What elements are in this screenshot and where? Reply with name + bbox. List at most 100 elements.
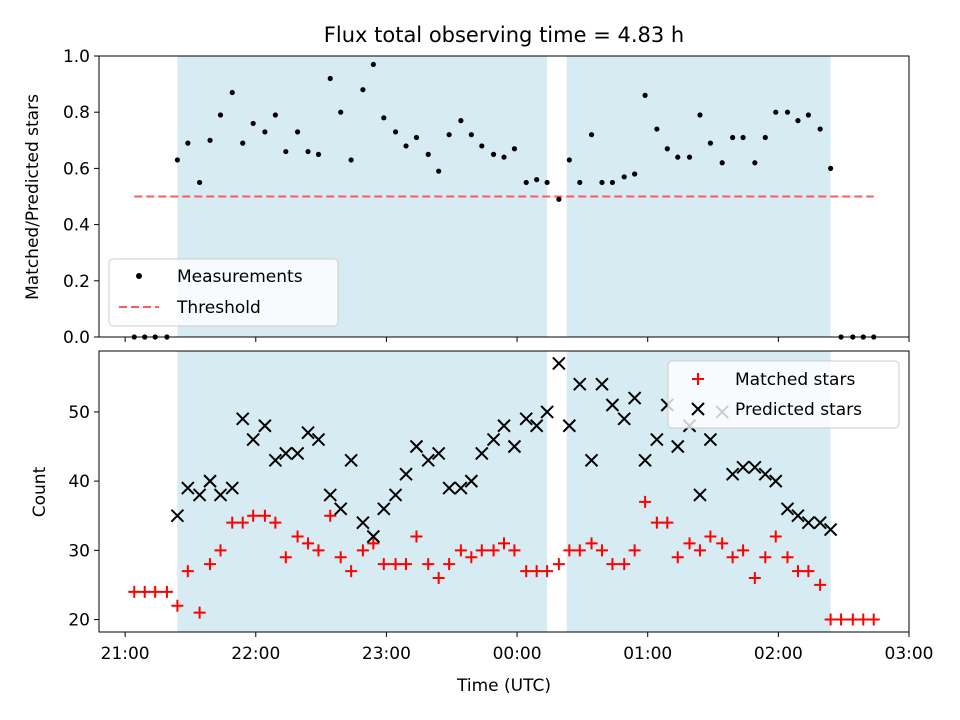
matched-star-point <box>443 558 456 571</box>
measurement-point <box>436 168 442 174</box>
measurement-point <box>348 157 354 163</box>
predicted-star-point <box>540 405 554 419</box>
predicted-star-point <box>573 377 587 391</box>
measurement-point <box>556 196 562 202</box>
predicted-star-point <box>758 467 772 481</box>
predicted-star-point <box>595 377 609 391</box>
predicted-star-point <box>268 453 283 468</box>
x-tick-label: 22:00 <box>231 644 280 664</box>
matched-star-point <box>279 551 292 564</box>
matched-star-point <box>487 544 500 557</box>
y-tick-label: 40 <box>68 472 90 492</box>
y-tick-label: 20 <box>68 611 90 631</box>
measurement-point <box>446 132 452 138</box>
predicted-star-point <box>366 529 381 544</box>
matched-star-point <box>214 544 227 557</box>
predicted-star-point <box>584 453 599 468</box>
predicted-star-point <box>791 509 805 523</box>
matched-star-point <box>759 551 772 564</box>
predicted-star-point <box>399 467 413 481</box>
matched-star-point <box>377 558 390 571</box>
matched-star-point <box>530 565 543 578</box>
matched-star-point <box>726 551 739 564</box>
matched-star-point <box>410 530 423 543</box>
measurement-point <box>413 134 420 141</box>
measurement-point <box>338 109 344 115</box>
matched-star-point <box>857 613 870 626</box>
matched-star-point <box>683 537 696 550</box>
matched-star-point <box>520 565 533 578</box>
predicted-star-point <box>671 439 685 454</box>
legend-measurement-marker <box>136 273 142 279</box>
predicted-star-point <box>454 481 468 495</box>
matched-star-point <box>835 613 848 626</box>
predicted-star-point <box>725 467 740 481</box>
predicted-star-point <box>246 432 260 447</box>
matched-star-point <box>769 530 782 543</box>
predicted-star-point <box>801 515 816 530</box>
matched-star-point <box>639 495 652 508</box>
predicted-star-point <box>780 502 795 516</box>
bottom-y-axis-label: Count <box>30 466 50 517</box>
x-tick-label: 23:00 <box>362 644 411 664</box>
measurement-point <box>425 151 431 157</box>
matched-star-point <box>824 613 837 626</box>
measurement-point <box>599 179 605 186</box>
measurement-point <box>740 134 746 141</box>
shaded-interval-0 <box>177 351 548 632</box>
measurement-point <box>697 112 703 118</box>
measurement-point <box>805 112 812 118</box>
matched-star-point <box>269 516 282 529</box>
legend-threshold-label: Threshold <box>176 298 261 318</box>
predicted-star-point <box>301 425 315 440</box>
measurement-point <box>632 171 638 177</box>
matched-star-point <box>650 516 663 529</box>
measurement-point <box>229 89 235 96</box>
matched-star-point <box>389 558 402 571</box>
measurement-point <box>501 154 507 160</box>
legend-measurements-label: Measurements <box>177 267 303 287</box>
measurement-point <box>817 126 823 132</box>
matched-star-point <box>693 544 706 557</box>
predicted-star-point <box>562 419 577 433</box>
matched-star-point <box>345 565 358 578</box>
top-panel: 0.0 0.2 0.4 0.6 0.8 1.0 Flux total observing … <box>23 23 910 348</box>
bottom-legend-box <box>667 360 900 429</box>
measurement-point <box>675 154 681 160</box>
matched-star-point <box>160 585 173 598</box>
measurement-point <box>784 109 791 115</box>
measurement-point <box>479 143 485 149</box>
predicted-star-point <box>236 412 250 426</box>
measurement-point <box>217 112 224 118</box>
matched-star-point <box>181 565 194 578</box>
measurement-point <box>360 87 366 93</box>
predicted-star-point <box>617 412 631 426</box>
predicted-star-point <box>627 391 642 405</box>
measurement-point <box>283 148 289 155</box>
measurement-point <box>511 146 518 152</box>
measurement-point <box>381 115 387 121</box>
matched-star-point <box>465 551 478 564</box>
matched-star-point <box>454 544 467 557</box>
measurement-point <box>458 118 464 124</box>
predicted-star-point <box>638 453 652 468</box>
matched-star-point <box>138 585 151 598</box>
matched-star-point <box>846 613 859 626</box>
matched-star-point <box>563 544 576 557</box>
predicted-star-point <box>421 453 435 468</box>
measurement-point <box>719 160 725 166</box>
predicted-star-point <box>769 474 783 488</box>
predicted-star-point <box>333 502 348 516</box>
measurement-point <box>392 129 399 135</box>
measurement-point <box>403 143 409 149</box>
predicted-star-point <box>344 453 358 468</box>
bottom-panel: 20 30 40 50 21:00 22:00 23:00 00:00 01:00 02:00 0… <box>30 350 934 696</box>
predicted-star-point <box>736 460 750 474</box>
legend-matched-marker <box>692 373 704 385</box>
top-x-ticks <box>124 337 910 342</box>
chart-title: Flux total observing time = 4.83 h <box>324 23 684 47</box>
matched-star-point <box>204 558 217 571</box>
matched-star-point <box>595 544 608 557</box>
y-tick-label: 0.6 <box>63 159 90 179</box>
